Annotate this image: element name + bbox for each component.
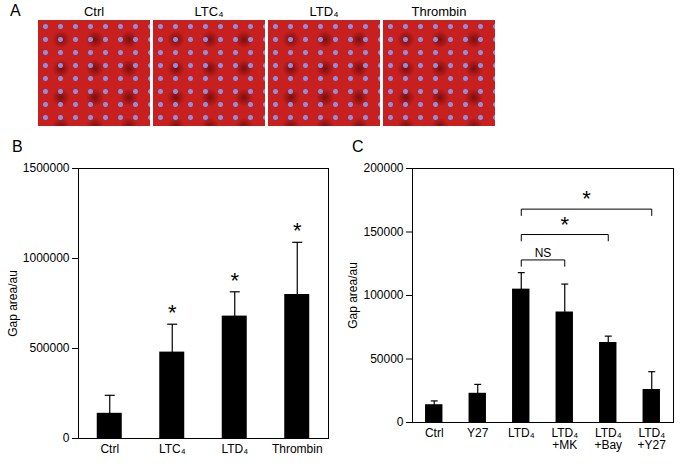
svg-text:*: * <box>582 186 591 211</box>
svg-text:1000000: 1000000 <box>23 251 70 265</box>
html-text:LTD₄: LTD₄ <box>309 4 339 19</box>
svg-text:*: * <box>293 218 302 243</box>
svg-text:0: 0 <box>63 431 70 445</box>
svg-text:Gap area/au: Gap area/au <box>6 270 20 337</box>
svg-text:0: 0 <box>397 415 404 429</box>
svg-text:Ctrl: Ctrl <box>100 442 119 456</box>
svg-text:150000: 150000 <box>363 225 403 239</box>
html-text:A: A <box>10 2 21 19</box>
svg-text:100000: 100000 <box>363 288 403 302</box>
html-text:LTC₄: LTC₄ <box>194 4 224 19</box>
svg-text:*: * <box>560 212 569 237</box>
html-text:Thrombin: Thrombin <box>411 4 467 19</box>
svg-text:LTD₄+Y27: LTD₄+Y27 <box>638 426 667 452</box>
svg-text:500000: 500000 <box>29 341 69 355</box>
svg-text:LTD₄+MK: LTD₄+MK <box>551 426 578 452</box>
html-text:B: B <box>12 138 23 155</box>
svg-text:LTD₄: LTD₄ <box>221 442 248 456</box>
svg-text:Y27: Y27 <box>467 426 489 440</box>
svg-text:LTD₄+Bay: LTD₄+Bay <box>594 426 622 452</box>
html-text:Ctrl: Ctrl <box>83 4 105 19</box>
html-text:C: C <box>352 138 364 155</box>
svg-text:Ctrl: Ctrl <box>425 426 444 440</box>
svg-text:LTC₄: LTC₄ <box>159 442 186 456</box>
svg-text:Thrombin: Thrombin <box>272 442 323 456</box>
svg-text:LTD₄: LTD₄ <box>508 426 535 440</box>
svg-text:NS: NS <box>535 246 552 260</box>
svg-text:1500000: 1500000 <box>23 161 70 175</box>
svg-text:200000: 200000 <box>363 161 403 175</box>
svg-text:50000: 50000 <box>370 352 404 366</box>
svg-text:Gap area/au: Gap area/au <box>346 262 360 329</box>
svg-text:*: * <box>230 268 239 293</box>
svg-text:*: * <box>168 300 177 325</box>
